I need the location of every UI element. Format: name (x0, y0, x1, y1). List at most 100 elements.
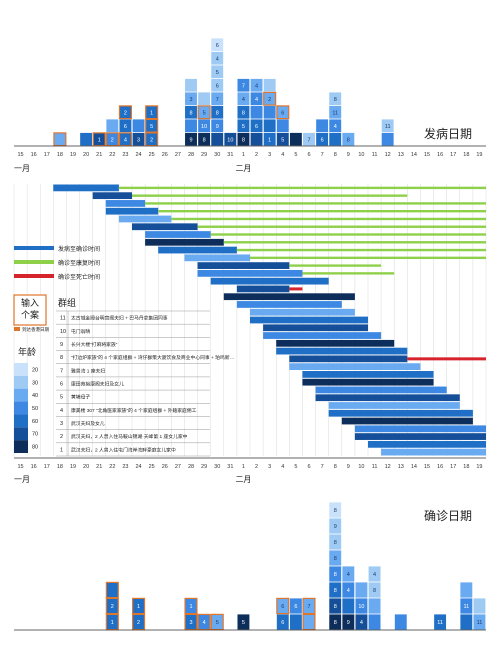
bar-cell (460, 582, 473, 598)
legend-swatch (14, 260, 54, 264)
onset-to-confirm-bar (341, 417, 473, 425)
bar-cell (355, 614, 368, 630)
onset-to-confirm-bar (53, 184, 119, 192)
bar-cell-label: 5 (216, 620, 219, 626)
bar-cell (329, 502, 342, 518)
bar-cell (211, 38, 224, 52)
bar-cell (316, 132, 329, 146)
bar-cell-label: 6 (321, 137, 324, 143)
tick-label: 1 (242, 152, 245, 158)
bar-cell (329, 518, 342, 534)
bar-cell (329, 132, 342, 146)
age-heading: 年龄 (18, 346, 36, 357)
tick-label: 21 (96, 152, 102, 158)
bar-cell-label: 3 (137, 137, 140, 143)
onset-to-confirm-bar (236, 301, 342, 308)
bar-cell (329, 119, 342, 133)
bar-cell-label: 7 (307, 604, 310, 610)
bar-cell-label: 4 (242, 97, 245, 103)
bar-cell-label: 9 (216, 124, 219, 130)
bar-cell (276, 119, 289, 133)
onset-to-confirm-bar (302, 371, 434, 378)
tick-label: 27 (175, 152, 181, 158)
cluster-id: 5 (60, 395, 63, 401)
tick-label: 22 (109, 464, 115, 470)
bar-cell-label: 6 (281, 110, 284, 116)
tick-label: 26 (162, 464, 168, 470)
recovery-bar (197, 225, 487, 228)
bar-cell-label: 6 (255, 124, 258, 130)
bar-cell-label: 9 (334, 524, 337, 530)
bar-cell (250, 92, 263, 106)
legend-label: 发病至确诊时间 (58, 245, 100, 253)
recovery-bar (223, 241, 486, 244)
tick-label: 15 (424, 152, 430, 158)
bar-cell (303, 132, 315, 146)
tick-label: 30 (214, 464, 220, 470)
tick-label: 23 (122, 464, 128, 470)
age-swatch (14, 375, 28, 389)
bar-cell (198, 132, 211, 146)
recovery-bar (132, 194, 408, 197)
bar-cell (132, 597, 146, 615)
onset-to-confirm-bar (315, 386, 447, 394)
confirm-title: 确诊日期 (424, 509, 472, 523)
bar-cell (329, 566, 342, 582)
cluster-text: 武汉夫妇，2 人曾入住马鞍山锦湖·天峰第 1 座女儿家中 (71, 433, 188, 440)
age-swatch (14, 363, 28, 376)
bar-cell (329, 534, 342, 550)
tick-label: 5 (294, 464, 297, 470)
bar-cell-label: 4 (347, 588, 350, 594)
onset-title: 发病日期 (424, 126, 472, 141)
bar-cell (119, 119, 132, 133)
onset-to-confirm-bar (105, 207, 159, 215)
bar-cell-label: 8 (216, 110, 219, 116)
cluster-text: 黄埔母子 (71, 394, 90, 401)
bar-cell (145, 132, 159, 147)
bar-cell (211, 51, 224, 65)
bar-cell (342, 132, 355, 146)
bar-cell (355, 582, 368, 598)
legend-swatch (14, 274, 54, 278)
bar-cell (289, 614, 302, 630)
age-swatch (14, 401, 28, 415)
bar-cell-label: 1 (98, 137, 101, 143)
onset-to-confirm-bar (210, 277, 329, 285)
bar-cell (276, 132, 289, 146)
tick-label: 2 (255, 464, 258, 470)
bar-cell-label: 2 (268, 97, 271, 103)
bar-cell (224, 132, 237, 146)
tick-label: 19 (476, 464, 482, 470)
tick-label: 19 (70, 152, 76, 158)
bar-cell-label: 7 (216, 97, 219, 103)
onset-to-confirm-bar (132, 223, 198, 231)
bar-cell (434, 614, 447, 630)
bar-cell (276, 105, 290, 120)
bar-cell-label: 5 (242, 124, 245, 130)
cluster-id: 3 (60, 421, 63, 427)
tick-label: 9 (347, 152, 350, 158)
bar-cell-label: 8 (347, 137, 350, 143)
bar-cell-label: 11 (437, 620, 443, 626)
tick-label: 16 (437, 464, 443, 470)
bar-cell (342, 566, 355, 582)
bar-cell-label: 2 (124, 110, 127, 116)
legend-label: 确诊至康复时间 (58, 259, 100, 267)
bar-cell (316, 119, 329, 133)
tick-label: 14 (411, 152, 417, 158)
bar-cell (198, 92, 211, 106)
bar-cell (460, 614, 473, 630)
tick-label: 29 (201, 152, 207, 158)
onset-to-confirm-bar (328, 409, 473, 417)
bar-cell (237, 92, 250, 106)
bar-cell (289, 598, 302, 614)
tick-label: 12 (385, 464, 391, 470)
death-bar (289, 287, 303, 291)
onset-to-confirm-bar (354, 433, 486, 440)
tick-label: 20 (83, 464, 89, 470)
bar-cell (250, 78, 263, 92)
bar-cell (211, 92, 224, 106)
bar-cell (237, 105, 250, 119)
onset-to-confirm-bar (263, 332, 382, 339)
